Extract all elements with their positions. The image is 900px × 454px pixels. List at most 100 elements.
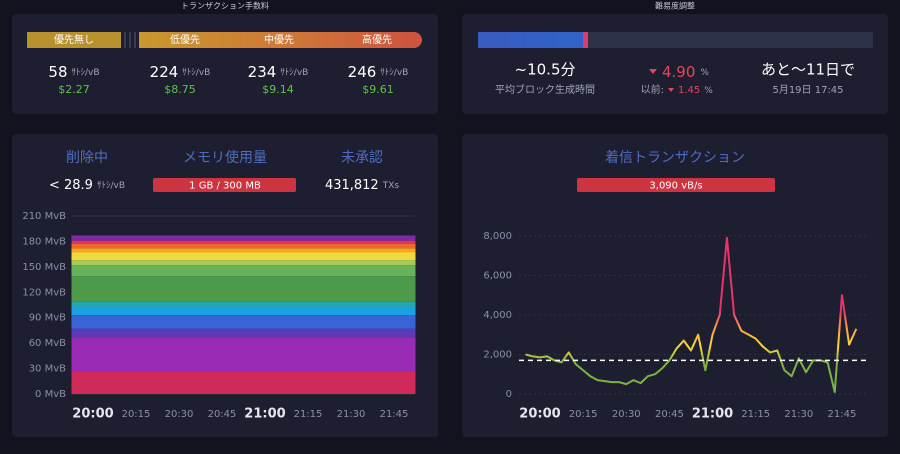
previous-label: 以前: xyxy=(641,83,664,96)
fee-rate: 224 ｻﾄｼ/vB xyxy=(150,63,211,81)
stacked-area xyxy=(71,260,416,266)
x-tick-label: 20:45 xyxy=(655,409,684,420)
stacked-area xyxy=(71,265,416,277)
fee-usd: $2.27 xyxy=(58,83,90,96)
stacked-area xyxy=(71,307,416,316)
fee-usd: $9.14 xyxy=(262,83,294,96)
fee-bar-priority xyxy=(139,32,149,48)
memory-bar xyxy=(153,178,296,192)
fee-tier: 58 ｻﾄｼ/vB $2.27 224 ｻﾄｼ/vB $8.75 234 ｻﾄｼ/vB… xyxy=(48,63,408,97)
stacked-area xyxy=(71,337,416,372)
fee-rate-value: 234 xyxy=(248,63,277,81)
fee-bar-none xyxy=(27,32,121,48)
y-tick-label: 4,000 xyxy=(483,310,512,321)
y-tick-label: 6,000 xyxy=(483,270,512,281)
y-tick-label: 8,000 xyxy=(483,231,512,242)
change-unit: % xyxy=(700,68,709,78)
fee-tier-label: 低優先 xyxy=(170,33,200,46)
x-tick-label: 20:00 xyxy=(72,407,113,422)
x-tick-label: 21:30 xyxy=(784,409,813,420)
x-tick-label: 20:30 xyxy=(612,409,641,420)
unconfirmed-label: 未承認 xyxy=(341,150,383,166)
stacked-area xyxy=(71,243,416,249)
remaining: あと～11日で xyxy=(761,61,855,79)
previous-change: 1.45% xyxy=(678,85,713,96)
fee-rate-value: 246 xyxy=(348,63,377,81)
x-tick-label: 20:00 xyxy=(519,407,560,422)
block-time: ~10.5分 xyxy=(515,61,576,79)
unconfirmed: 431,812 TXs xyxy=(325,178,399,193)
fee-bar-gap xyxy=(124,32,136,48)
fees-title: トランザクション手数料 xyxy=(181,1,269,11)
incoming-title: 着信トランザクション xyxy=(605,150,745,166)
x-tick-label: 21:00 xyxy=(692,407,733,422)
unconfirmed-unit: TXs xyxy=(382,181,400,191)
unconfirmed-value: 431,812 xyxy=(325,178,379,193)
stacked-area xyxy=(71,371,416,394)
stacked-area xyxy=(71,235,416,241)
purging-unit: ｻﾄｼ/vB xyxy=(97,180,125,191)
purging-label: 削除中 xyxy=(66,150,108,166)
previous-unit: % xyxy=(704,86,713,96)
fee-rate: 234 ｻﾄｼ/vB xyxy=(248,63,309,81)
fee-rate-unit: ｻﾄｼ/vB xyxy=(182,67,210,78)
down-icon xyxy=(649,69,657,74)
y-tick-label: 30 MvB xyxy=(29,364,66,375)
y-tick-label: 90 MvB xyxy=(29,313,66,324)
x-tick-label: 21:45 xyxy=(828,409,857,420)
fee-rate-unit: ｻﾄｼ/vB xyxy=(280,67,308,78)
fee-usd: $9.61 xyxy=(362,83,394,96)
x-tick-label: 21:00 xyxy=(244,407,285,422)
incoming-rate: 3,090 vB/s xyxy=(649,181,702,192)
change-value: 4.90 xyxy=(662,63,695,81)
fee-rate: 246 ｻﾄｼ/vB xyxy=(348,63,409,81)
chart: 0 2,000 4,000 6,000 8,000 20:00 20:15 20:30 20:4… xyxy=(483,231,866,422)
fee-rate-unit: ｻﾄｼ/vB xyxy=(72,67,100,78)
difficulty-bar-expected xyxy=(583,32,588,48)
stacked-area xyxy=(71,328,416,338)
x-tick-label: 21:45 xyxy=(380,409,409,420)
block-time-label: 平均ブロック生成時間 xyxy=(495,83,595,96)
x-tick-label: 21:30 xyxy=(337,409,366,420)
chart: 0 MvB 30 MvB 60 MvB 90 MvB 120 MvB 150 MvB 180… xyxy=(22,211,416,422)
difficulty-bar-progress xyxy=(478,32,583,48)
previous-value: 1.45 xyxy=(678,85,700,96)
memory: 1 GB / 300 MB xyxy=(189,181,261,192)
fee-bar-priority xyxy=(139,32,422,48)
fee-tier-label: 中優先 xyxy=(264,33,294,46)
fee-tier-label: 優先無し xyxy=(54,33,94,46)
y-tick-label: 210 MvB xyxy=(22,211,66,222)
stacked-area xyxy=(71,240,416,244)
difficulty-change: 4.90% xyxy=(662,63,709,81)
fee-rate-value: 224 xyxy=(150,63,179,81)
fee-rate-unit: ｻﾄｼ/vB xyxy=(380,67,408,78)
y-tick-label: 180 MvB xyxy=(22,236,66,247)
y-tick-label: 0 xyxy=(506,389,512,400)
fee-usd: $8.75 xyxy=(164,83,196,96)
x-tick-label: 21:15 xyxy=(741,409,770,420)
purging-value: < 28.9 xyxy=(49,178,93,193)
y-tick-label: 120 MvB xyxy=(22,287,66,298)
memory-label: メモリ使用量 xyxy=(183,149,267,166)
incoming-bar xyxy=(577,178,775,192)
y-tick-label: 150 MvB xyxy=(22,262,66,273)
fee-tier-label: 高優先 xyxy=(362,33,392,46)
stacked-area xyxy=(71,248,416,253)
stacked-area xyxy=(71,252,416,261)
fee-rate: 58 ｻﾄｼ/vB xyxy=(48,63,99,81)
x-tick-label: 20:15 xyxy=(122,409,151,420)
x-tick-label: 20:30 xyxy=(165,409,194,420)
y-tick-label: 2,000 xyxy=(483,349,512,360)
x-tick-label: 20:15 xyxy=(569,409,598,420)
stacked-area xyxy=(71,301,416,308)
incoming-line xyxy=(525,236,858,394)
stacked-area xyxy=(71,276,416,302)
y-tick-label: 60 MvB xyxy=(29,338,66,349)
purging: < 28.9 ｻﾄｼ/vB xyxy=(49,178,125,193)
stacked-area xyxy=(71,315,416,329)
fee-rate-value: 58 xyxy=(48,63,67,81)
x-tick-label: 21:15 xyxy=(294,409,323,420)
y-tick-label: 0 MvB xyxy=(35,389,66,400)
down-icon xyxy=(668,88,674,92)
